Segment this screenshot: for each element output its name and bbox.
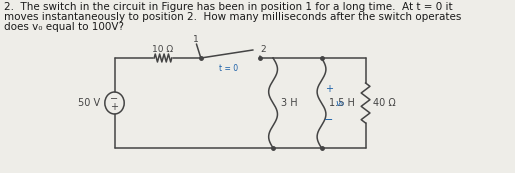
Text: +: +	[324, 84, 333, 94]
Text: 40 Ω: 40 Ω	[373, 98, 396, 108]
Text: 10 Ω: 10 Ω	[152, 45, 174, 54]
Text: +: +	[111, 102, 118, 112]
Text: 2.  The switch in the circuit in Figure has been in position 1 for a long time. : 2. The switch in the circuit in Figure h…	[4, 2, 452, 12]
Text: moves instantaneously to position 2.  How many milliseconds after the switch ope: moves instantaneously to position 2. How…	[4, 12, 461, 22]
Text: does v₀ equal to 100V?: does v₀ equal to 100V?	[4, 22, 124, 32]
Text: −: −	[110, 94, 118, 104]
Text: 2: 2	[261, 44, 266, 53]
Text: 1: 1	[193, 34, 198, 43]
Text: 50 V: 50 V	[78, 98, 100, 108]
Text: −: −	[324, 115, 333, 125]
Text: t = 0: t = 0	[219, 64, 238, 73]
Text: 1.5 H: 1.5 H	[330, 98, 355, 108]
Text: 3 H: 3 H	[281, 98, 298, 108]
Text: v₀: v₀	[336, 99, 345, 108]
